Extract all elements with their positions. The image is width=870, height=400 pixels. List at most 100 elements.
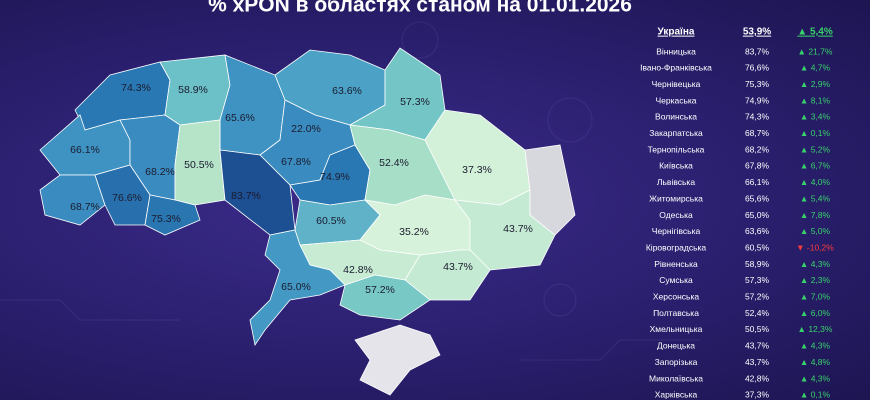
row-change: ▲ 5,0% bbox=[800, 226, 831, 236]
row-value: 52,4% bbox=[745, 308, 770, 318]
row-value: 58,9% bbox=[745, 259, 770, 269]
region-label: 66.1% bbox=[70, 144, 100, 156]
row-value: 43,7% bbox=[745, 357, 770, 367]
row-name: Чернівецька bbox=[652, 79, 701, 89]
row-value: 65,6% bbox=[745, 193, 770, 203]
row-name: Рівненська bbox=[654, 259, 698, 269]
row-change: ▲ 4,7% bbox=[800, 63, 831, 73]
region-label: 74.3% bbox=[121, 82, 151, 94]
region-label: 50.5% bbox=[184, 159, 214, 171]
row-name: Черкаська bbox=[655, 95, 696, 105]
row-name: Львівська bbox=[657, 177, 695, 187]
row-change: ▲ 8,1% bbox=[800, 95, 831, 105]
row-value: 57,2% bbox=[745, 292, 770, 302]
table-header-value: 53,9% bbox=[743, 27, 771, 38]
row-value: 42,8% bbox=[745, 373, 770, 383]
row-name: Житомирська bbox=[649, 193, 703, 203]
row-name: Київська bbox=[659, 161, 693, 171]
region-label: 75.3% bbox=[151, 213, 181, 225]
row-name: Херсонська bbox=[653, 292, 699, 302]
region bbox=[144, 194, 201, 236]
row-value: 75,3% bbox=[745, 79, 770, 89]
region-label: 68.2% bbox=[145, 166, 175, 178]
row-change: ▲ 6,7% bbox=[800, 161, 831, 171]
region-label: 58.9% bbox=[178, 84, 208, 96]
row-change: ▲ 2,3% bbox=[800, 275, 831, 285]
row-name: Івано-Франківська bbox=[640, 63, 712, 73]
regions bbox=[39, 47, 576, 396]
row-change: ▼ -10,2% bbox=[796, 242, 834, 252]
region-label: 37.3% bbox=[462, 164, 492, 176]
row-change: ▲ 0,1% bbox=[800, 390, 831, 400]
region-label: 43.7% bbox=[443, 261, 473, 273]
region bbox=[339, 274, 431, 321]
region-label: 65.0% bbox=[281, 281, 311, 293]
row-name: Волинська bbox=[655, 112, 697, 122]
table-header-name: Україна bbox=[658, 27, 695, 38]
region bbox=[524, 144, 576, 236]
row-name: Тернопільська bbox=[648, 144, 705, 154]
row-change: ▲ 3,4% bbox=[800, 112, 831, 122]
row-value: 57,3% bbox=[745, 275, 770, 285]
region-label: 68.7% bbox=[70, 201, 100, 213]
row-value: 63,6% bbox=[745, 226, 770, 236]
region-label: 60.5% bbox=[316, 215, 346, 227]
region-label: 42.8% bbox=[343, 264, 373, 276]
row-value: 74,9% bbox=[745, 95, 770, 105]
region bbox=[174, 119, 226, 206]
row-name: Харківська bbox=[655, 390, 698, 400]
row-name: Закарпатська bbox=[649, 128, 703, 138]
row-change: ▲ 5,4% bbox=[800, 193, 831, 203]
row-name: Запорізька bbox=[655, 357, 698, 367]
region bbox=[354, 324, 441, 396]
row-value: 74,3% bbox=[745, 112, 770, 122]
row-value: 68,2% bbox=[745, 144, 770, 154]
region-label: 22.0% bbox=[291, 123, 321, 135]
region-label: 65.6% bbox=[225, 112, 255, 124]
row-value: 83,7% bbox=[745, 46, 770, 56]
region-label: 57.2% bbox=[365, 284, 395, 296]
row-change: ▲ 12,3% bbox=[798, 324, 833, 334]
row-value: 43,7% bbox=[745, 341, 770, 351]
row-change: ▲ 4,3% bbox=[800, 373, 831, 383]
region-label: 83.7% bbox=[231, 190, 261, 202]
row-value: 66,1% bbox=[745, 177, 770, 187]
row-change: ▲ 4,3% bbox=[800, 259, 831, 269]
row-value: 67,8% bbox=[745, 161, 770, 171]
region bbox=[219, 149, 296, 236]
row-name: Донецька bbox=[657, 341, 695, 351]
region-label: 67.8% bbox=[281, 156, 311, 168]
row-value: 68,7% bbox=[745, 128, 770, 138]
region-label: 74.9% bbox=[320, 171, 350, 183]
row-change: ▲ 7,0% bbox=[800, 292, 831, 302]
region-labels: 74.3% 58.9% 65.6% 22.0% 63.6% 57.3% 66.1% 68.2%… bbox=[70, 82, 533, 296]
region-label: 43.7% bbox=[503, 223, 533, 235]
row-value: 37,3% bbox=[745, 390, 770, 400]
row-value: 76,6% bbox=[745, 63, 770, 73]
row-change: ▲ 5,2% bbox=[800, 144, 831, 154]
background-decor bbox=[0, 21, 700, 361]
row-name: Вінницька bbox=[656, 46, 696, 56]
row-name: Чернігівська bbox=[652, 226, 701, 236]
table-header-change: ▲ 5,4% bbox=[797, 27, 833, 38]
title: % xPON в областях станом на 01.01.2026 bbox=[208, 0, 632, 17]
ranking-table: Україна 53,9% ▲ 5,4% Вінницька 83,7% ▲ 21,7% І… bbox=[640, 27, 834, 400]
row-change: ▲ 6,0% bbox=[800, 308, 831, 318]
region-label: 52.4% bbox=[379, 157, 409, 169]
region bbox=[219, 54, 286, 156]
row-change: ▲ 4,8% bbox=[800, 357, 831, 367]
row-change: ▲ 4,0% bbox=[800, 177, 831, 187]
row-name: Полтавська bbox=[653, 308, 699, 318]
row-value: 50,5% bbox=[745, 324, 770, 334]
region-label: 35.2% bbox=[399, 226, 429, 238]
row-change: ▲ 4,3% bbox=[800, 341, 831, 351]
region-label: 57.3% bbox=[400, 96, 430, 108]
row-change: ▲ 7,8% bbox=[800, 210, 831, 220]
row-name: Миколаївська bbox=[649, 373, 703, 383]
region bbox=[249, 229, 346, 347]
row-change: ▲ 2,9% bbox=[800, 79, 831, 89]
region-label: 76.6% bbox=[112, 192, 142, 204]
row-name: Одеська bbox=[659, 210, 693, 220]
